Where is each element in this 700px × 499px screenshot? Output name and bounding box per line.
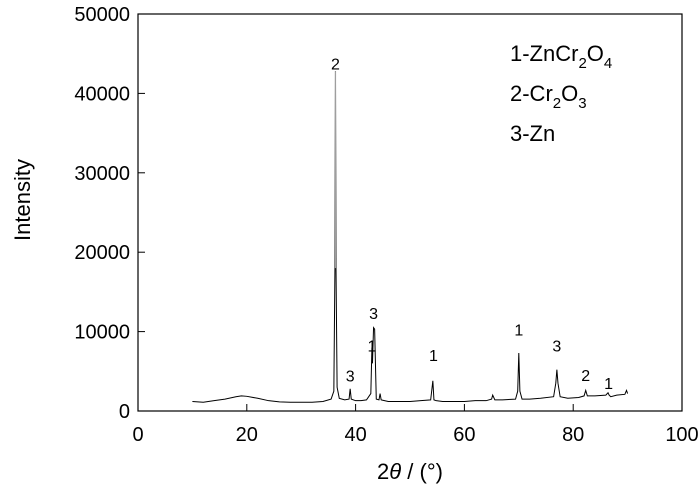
legend: 1-ZnCr2O4 2-Cr2O3 3-Zn (510, 41, 612, 146)
peak-label: 1 (604, 376, 613, 393)
series-line-xrd-pattern (192, 71, 629, 403)
peak-label: 3 (552, 338, 561, 355)
plot-frame (137, 13, 683, 412)
peak-label: 1 (514, 323, 523, 340)
y-tick-label: 50000 (74, 4, 130, 26)
legend-item-2: 2-Cr2O3 (510, 81, 587, 112)
peak-label: 2 (331, 57, 340, 74)
x-axis-ticks: 0 20 40 60 80 100 (132, 404, 699, 446)
y-tick-label: 40000 (74, 83, 130, 105)
legend-item-3: 3-Zn (510, 121, 555, 146)
y-tick-label: 0 (119, 401, 130, 423)
x-axis-title: 2θ / (°) (377, 459, 443, 484)
y-axis-ticks: 0 10000 20000 30000 40000 50000 (74, 4, 145, 423)
x-tick-label: 0 (132, 424, 143, 446)
y-tick-label: 10000 (74, 322, 130, 344)
peak-label: 1 (429, 348, 438, 365)
x-tick-label: 60 (453, 424, 475, 446)
peak-label: 2 (581, 368, 590, 385)
y-axis-title: Intensity (10, 159, 35, 241)
x-tick-label: 40 (344, 424, 366, 446)
x-tick-label: 80 (562, 424, 584, 446)
y-tick-label: 30000 (74, 163, 130, 185)
x-tick-label: 100 (665, 424, 698, 446)
x-tick-label: 20 (236, 424, 258, 446)
y-tick-label: 20000 (74, 242, 130, 264)
peak-label: 3 (346, 369, 355, 386)
peak-label: 3 (369, 306, 378, 323)
legend-item-1: 1-ZnCr2O4 (510, 41, 612, 72)
peak-label: 1 (367, 338, 376, 355)
